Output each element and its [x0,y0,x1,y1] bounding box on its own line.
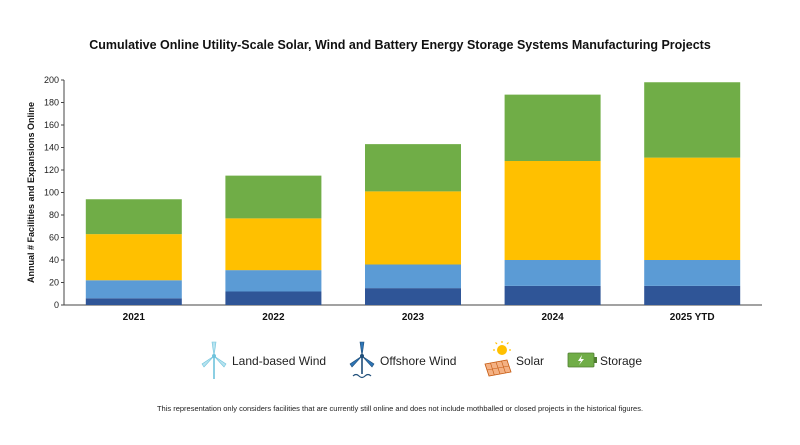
x-tick-label: 2021 [123,312,146,323]
bars [85,82,741,305]
labels: 0 20 40 60 80 100 120 140 160 180 200 Annual # Faci… [26,75,715,323]
y-axis-label: Annual # Facilities and Expansions Onlin… [26,102,36,283]
y-tick-label: 140 [44,143,59,153]
bar-segment-storage-2022 [225,175,322,219]
x-tick-label: 2024 [541,312,564,323]
legend-label: Storage [600,354,643,368]
bar-segment-storage-2023 [365,144,461,192]
bar-segment-offshore-wind-2025-ytd [644,285,741,305]
y-tick-label: 100 [44,188,59,198]
bar-segment-offshore-wind-2021 [85,298,182,305]
legend-label: Solar [516,354,545,368]
legend-label: Offshore Wind [380,354,457,368]
bar-segment-solar-2025-ytd [644,157,741,260]
bar-segment-solar-2024 [504,161,601,260]
storage-icon [567,352,597,368]
footnote: This representation only considers facil… [156,404,644,413]
bar-segment-solar-2022 [225,218,322,271]
legend-label: Land-based Wind [232,354,327,368]
y-tick-label: 160 [44,120,59,130]
y-tick-label: 20 [49,278,59,288]
bar-segment-offshore-wind-2022 [225,291,322,305]
land-based-wind-icon [201,341,227,379]
bar-segment-land-based-wind-2024 [504,260,601,286]
bar-segment-land-based-wind-2025-ytd [644,260,741,286]
bar-segment-solar-2021 [85,234,182,281]
bar-segment-offshore-wind-2024 [504,285,601,305]
bar-segment-solar-2023 [365,191,461,265]
y-tick-label: 60 [49,233,59,243]
legend: Land-based Wind Offshore Wind [200,340,650,380]
bar-segment-land-based-wind-2021 [85,280,182,299]
y-tick-label: 200 [44,75,59,85]
bar-segment-storage-2024 [504,94,601,161]
x-tick-label: 2023 [402,312,425,323]
y-tick-label: 180 [44,98,59,108]
bar-segment-land-based-wind-2023 [365,264,461,289]
y-tick-label: 40 [49,255,59,265]
bar-segment-offshore-wind-2023 [365,288,461,305]
x-tick-label: 2022 [262,312,285,323]
y-tick-label: 80 [49,210,59,220]
y-tick-label: 0 [54,300,59,310]
bar-segment-land-based-wind-2022 [225,270,322,292]
bar-segment-storage-2025-ytd [644,82,741,158]
y-tick-label: 120 [44,165,59,175]
solar-icon [484,341,512,377]
offshore-wind-icon [349,341,375,379]
x-tick-label: 2025 YTD [670,312,715,323]
chart-title: Cumulative Online Utility-Scale Solar, W… [89,38,711,52]
bar-segment-storage-2021 [85,199,182,235]
